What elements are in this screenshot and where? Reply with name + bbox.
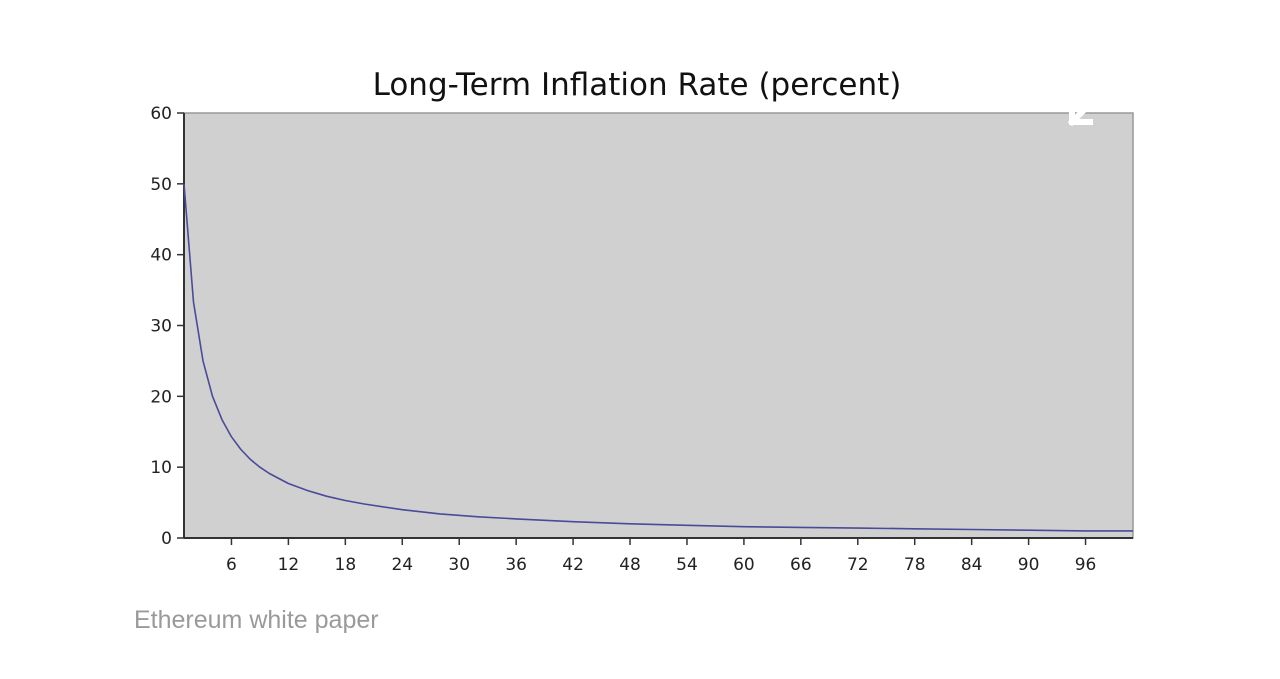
y-tick-label: 40 [150, 246, 172, 266]
x-tick-label: 18 [335, 555, 357, 575]
x-tick-label: 36 [505, 555, 527, 575]
y-tick-label: 0 [161, 529, 172, 549]
x-tick-label: 90 [1018, 555, 1040, 575]
y-tick-label: 50 [150, 175, 172, 195]
x-tick-label: 54 [676, 555, 698, 575]
x-tick-label: 78 [904, 555, 926, 575]
series-line [183, 183, 1133, 532]
expand-button[interactable] [1062, 60, 1134, 132]
x-tick-label: 60 [733, 555, 755, 575]
y-tick-label: 10 [150, 458, 172, 478]
x-tick-label: 42 [562, 555, 584, 575]
x-tick-label: 72 [847, 555, 869, 575]
x-axis: 6 12 18 24 30 36 42 48 54 60 66 72 78 84 90 96 [184, 537, 1133, 575]
y-tick-label: 20 [150, 387, 172, 407]
y-axis: 0 10 20 30 40 50 60 [150, 104, 185, 549]
x-tick-label: 48 [619, 555, 641, 575]
x-tick-label: 84 [961, 555, 983, 575]
x-tick-label: 96 [1075, 555, 1097, 575]
chart-title: Long-Term Inflation Rate (percent) [373, 67, 902, 103]
expand-icon [1067, 65, 1129, 127]
plot-area [183, 112, 1134, 539]
x-tick-label: 30 [448, 555, 470, 575]
image-caption: Ethereum white paper [134, 606, 379, 634]
x-tick-label: 12 [278, 555, 300, 575]
x-tick-label: 24 [391, 555, 413, 575]
x-tick-label: 6 [226, 555, 237, 575]
x-tick-label: 66 [790, 555, 812, 575]
y-tick-label: 30 [150, 317, 172, 337]
y-tick-label: 60 [150, 104, 172, 124]
